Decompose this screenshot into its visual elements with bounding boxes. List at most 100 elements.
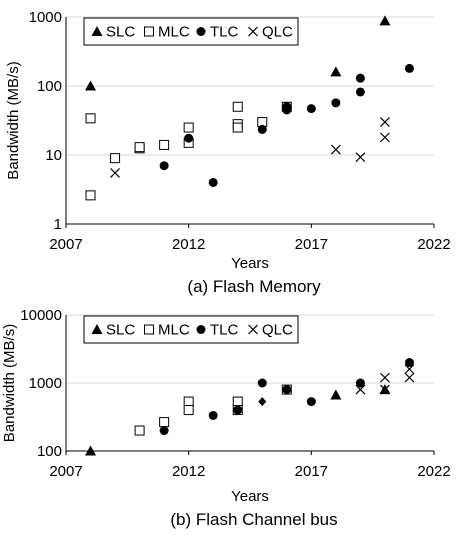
x-tick-label: 2017	[295, 463, 328, 480]
legend: SLC MLC TLC QLC	[83, 17, 299, 46]
legend-marker-circle	[196, 27, 206, 36]
data-point	[184, 133, 194, 143]
y-tick-label: 1000	[29, 375, 62, 392]
x-tick-label: 2007	[49, 236, 82, 253]
data-point	[134, 142, 145, 153]
data-point	[380, 384, 390, 395]
y-tick-label: 100	[37, 443, 62, 460]
x-axis-title: Years	[231, 488, 269, 505]
y-tick-label: 1	[54, 216, 62, 233]
data-point	[330, 66, 342, 77]
data-point	[257, 378, 267, 388]
data-point	[379, 15, 391, 26]
y-axis-title: Bandwidth (MB/s)	[5, 61, 22, 179]
legend-box	[83, 315, 299, 344]
x-tick-label: 2022	[417, 236, 450, 253]
x-tick-label: 2012	[172, 236, 205, 253]
data-point	[404, 364, 415, 375]
data-point	[159, 161, 169, 171]
data-point	[355, 152, 366, 163]
data-point	[404, 372, 415, 383]
data-point	[355, 384, 366, 395]
series-tlc	[159, 358, 414, 436]
legend-label: MLC	[158, 24, 190, 41]
x-tick-label: 2007	[49, 463, 82, 480]
legend-label: TLC	[210, 24, 239, 41]
legend-marker-triangle	[91, 324, 103, 334]
data-point	[110, 153, 121, 164]
data-point	[282, 385, 292, 395]
data-point	[183, 396, 194, 407]
y-tick-label: 1000	[29, 9, 62, 26]
data-point	[380, 372, 390, 383]
series-diamond	[258, 397, 267, 407]
figure-caption: (b) Flash Channel bus	[170, 510, 337, 529]
legend-marker-triangle	[91, 26, 103, 36]
series-tlc	[159, 63, 414, 187]
x-tick-label: 2017	[295, 236, 328, 253]
legend-marker-x	[248, 26, 258, 37]
legend-label: MLC	[158, 322, 190, 339]
x-tick-label: 2022	[417, 463, 450, 480]
data-point	[134, 425, 145, 436]
data-point	[380, 117, 390, 128]
x-tick-label: 2012	[172, 463, 205, 480]
legend-box	[83, 17, 299, 46]
data-point	[330, 144, 341, 155]
data-point	[306, 104, 316, 114]
data-point	[380, 132, 390, 143]
series-qlc	[355, 364, 415, 395]
legend-marker-circle	[196, 325, 206, 334]
data-point	[85, 190, 96, 201]
legend-marker-square	[144, 324, 154, 335]
data-point	[232, 122, 243, 133]
data-point	[85, 445, 97, 456]
data-point	[85, 80, 97, 91]
data-point	[355, 87, 365, 97]
data-point	[404, 63, 414, 73]
data-point	[232, 396, 243, 407]
legend: SLC MLC TLC QLC	[83, 315, 299, 344]
data-point	[331, 98, 341, 108]
figure-caption: (a) Flash Memory	[187, 277, 321, 296]
data-point	[85, 113, 96, 124]
legend-marker-x	[248, 324, 258, 335]
data-point	[208, 410, 218, 420]
data-point	[306, 397, 316, 407]
data-point	[257, 124, 267, 134]
data-point	[159, 417, 170, 428]
series-mlc	[85, 101, 292, 201]
data-point	[183, 122, 194, 133]
legend-label: SLC	[106, 24, 135, 41]
legend-label: TLC	[210, 322, 239, 339]
y-tick-label: 10000	[20, 307, 62, 324]
y-tick-label: 10	[45, 147, 62, 164]
data-point	[233, 405, 243, 415]
legend-label: QLC	[262, 24, 293, 41]
data-point	[330, 389, 342, 400]
data-point	[159, 426, 169, 436]
data-point	[355, 73, 365, 83]
series-slc	[85, 384, 391, 456]
data-point	[183, 405, 194, 416]
chart-panel-1: 1 10 100 1000 2007 2012 2017 2022 Years Bandwidth…	[5, 9, 451, 296]
data-point	[110, 167, 120, 178]
data-point	[282, 102, 292, 112]
data-point	[232, 101, 243, 112]
data-point	[208, 177, 218, 187]
legend-marker-square	[144, 26, 154, 37]
legend-label: SLC	[106, 322, 135, 339]
legend-label: QLC	[262, 322, 293, 339]
data-point	[258, 397, 267, 407]
x-axis-title: Years	[231, 255, 269, 272]
data-point	[159, 139, 170, 150]
data-point	[404, 358, 414, 368]
y-axis-title: Bandwidth (MB/s)	[1, 324, 18, 442]
y-tick-label: 100	[37, 78, 62, 95]
data-point	[355, 378, 365, 388]
series-qlc	[110, 117, 390, 178]
chart-panel-2: 100 1000 10000 2007 2012 2017 2022 Years Bandwid…	[1, 307, 451, 529]
series-slc	[85, 15, 391, 91]
series-mlc	[134, 384, 292, 436]
